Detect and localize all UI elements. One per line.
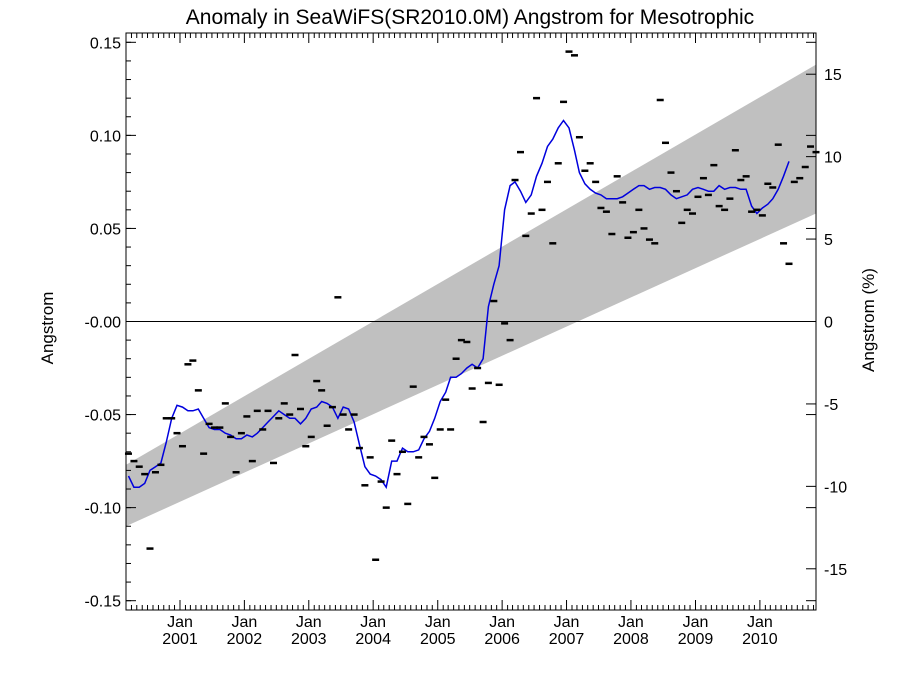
x-tick-label-year: 2005 [420,631,456,648]
y-tick-label: 0.15 [90,35,121,52]
y-tick-label: -0.00 [85,315,122,332]
x-tick-label-month: Jan [747,614,773,631]
x-tick-label-year: 2002 [227,631,263,648]
x-tick-label-year: 2009 [678,631,714,648]
y-tick-label: 0.05 [90,221,121,238]
x-tick-label-month: Jan [554,614,580,631]
x-tick-label-month: Jan [167,614,193,631]
x-tick-label-month: Jan [425,614,451,631]
smoothed-series-layer [127,119,790,490]
x-tick-label-month: Jan [489,614,515,631]
x-tick-label-year: 2006 [484,631,520,648]
y2-tick-label: 10 [824,150,842,167]
trend-band-layer [126,64,816,527]
y2-tick-label: -10 [824,479,847,496]
y2-tick-label: 15 [824,67,842,84]
axes-layer: 0.15 0.10 0.05 -0.00 -0.05 -0.10 -0.15 15 10 5 0 -5… [85,32,847,648]
monthly-points-layer [124,50,820,561]
y-axis-label: Angstrom [38,292,57,365]
chart-title: Anomaly in SeaWiFS(SR2010.0M) Angstrom f… [186,6,754,29]
y2-tick-label: 0 [824,315,833,332]
y2-axis-label: Angstrom (%) [859,268,878,372]
x-tick-label-month: Jan [360,614,386,631]
x-tick-label-year: 2008 [613,631,649,648]
y-tick-label: -0.10 [85,501,122,518]
y-tick-label: -0.15 [85,594,122,611]
smoothed-series-line [127,119,790,490]
x-tick-label-year: 2001 [162,631,198,648]
x-tick-label-year: 2007 [549,631,585,648]
y2-tick-label: -5 [824,397,838,414]
x-tick-label-year: 2010 [742,631,778,648]
x-tick-label-month: Jan [618,614,644,631]
x-tick-label-month: Jan [296,614,322,631]
x-tick-label-year: 2003 [291,631,327,648]
y-tick-label: -0.05 [85,408,122,425]
x-tick-label-month: Jan [683,614,709,631]
y2-tick-label: -15 [824,562,847,579]
x-tick-label-month: Jan [231,614,257,631]
y-tick-label: 0.10 [90,128,121,145]
trend-band [126,64,816,527]
x-tick-label-year: 2004 [355,631,391,648]
y2-tick-label: 5 [824,232,833,249]
